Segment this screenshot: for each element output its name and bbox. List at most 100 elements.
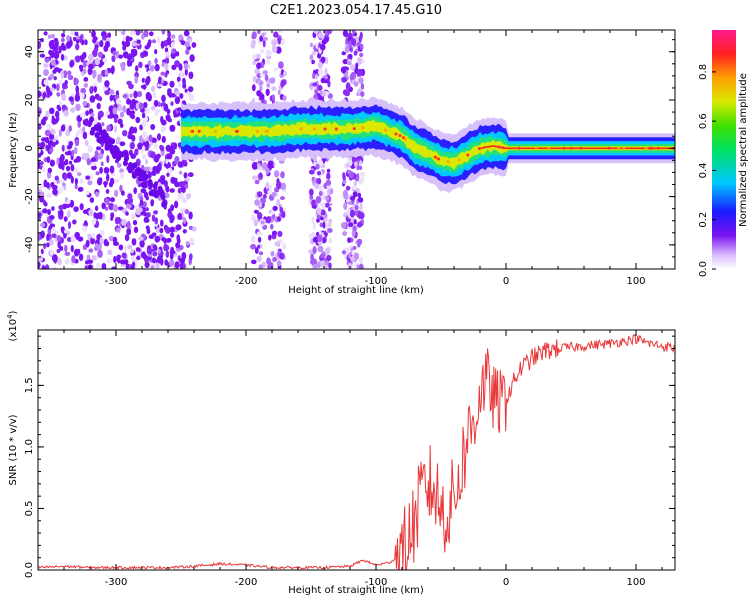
signal-peak: [579, 146, 583, 150]
noise-pixel: [341, 250, 347, 255]
noise-pixel: [341, 51, 347, 56]
noise-pixel: [89, 86, 94, 94]
noise-pixel: [167, 167, 173, 173]
noise-pixel: [167, 118, 172, 123]
noise-pixel: [145, 140, 150, 149]
noise-pixel: [170, 101, 174, 106]
noise-pixel: [317, 262, 321, 269]
snr-xlabel: Height of straight line (km): [288, 585, 424, 596]
noise-pixel: [342, 58, 349, 65]
noise-pixel: [118, 54, 123, 59]
noise-pixel: [174, 91, 181, 96]
noise-pixel: [163, 39, 169, 47]
noise-pixel: [273, 67, 279, 72]
noise-pixel: [119, 184, 123, 193]
noise-pixel: [259, 93, 265, 101]
noise-pixel: [95, 146, 102, 151]
noise-pixel: [83, 83, 89, 88]
noise-pixel: [276, 198, 281, 207]
noise-pixel: [164, 63, 169, 71]
noise-pixel: [251, 54, 257, 60]
colorbar-tick-label: 0.6: [698, 113, 709, 129]
noise-pixel: [49, 239, 54, 246]
noise-pixel: [326, 254, 332, 262]
noise-pixel: [75, 85, 79, 94]
noise-pixel: [183, 30, 190, 37]
noise-pixel: [83, 77, 89, 82]
snr-ticks: -300 -200 -100 0 100 0.0 0.5 1.0 1.5: [24, 330, 675, 588]
noise-pixel: [91, 255, 97, 261]
noise-pixel: [348, 222, 354, 227]
noise-pixel: [119, 259, 126, 265]
noise-pixel: [125, 263, 130, 269]
spectrogram-data: [38, 30, 675, 269]
signal-peak: [437, 157, 441, 161]
noise-pixel: [60, 124, 66, 132]
noise-pixel: [166, 172, 170, 177]
noise-pixel: [312, 72, 316, 80]
noise-pixel: [67, 221, 72, 230]
noise-pixel: [174, 96, 181, 105]
noise-pixel: [282, 95, 287, 101]
noise-pixel: [39, 141, 46, 148]
noise-pixel: [111, 67, 115, 75]
noise-pixel: [74, 139, 80, 147]
noise-pixel: [311, 199, 316, 207]
signal-peak: [214, 129, 218, 133]
noise-pixel: [48, 49, 53, 56]
noise-pixel: [187, 172, 194, 178]
noise-pixel: [161, 119, 167, 126]
noise-pixel: [53, 76, 57, 81]
noise-pixel: [257, 191, 263, 198]
noise-pixel: [73, 147, 78, 155]
noise-pixel: [79, 203, 84, 211]
noise-pixel: [124, 234, 130, 242]
noise-pixel: [104, 80, 110, 88]
spectrogram-frame: [37, 29, 676, 270]
noise-pixel: [316, 218, 320, 223]
noise-pixel: [61, 33, 66, 38]
noise-pixel: [54, 175, 59, 181]
noise-pixel: [110, 197, 115, 203]
x-tick-label: -200: [235, 577, 258, 588]
noise-pixel: [153, 210, 159, 215]
noise-pixel: [176, 234, 180, 242]
noise-pixel: [268, 184, 273, 190]
noise-pixel: [359, 160, 363, 165]
noise-pixel: [276, 260, 282, 267]
noise-pixel: [142, 145, 146, 151]
noise-pixel: [81, 225, 88, 232]
noise-pixel: [182, 79, 186, 86]
noise-pixel: [87, 180, 93, 186]
noise-pixel: [131, 238, 137, 246]
noise-pixel: [342, 231, 348, 237]
noise-pixel: [99, 166, 103, 174]
noise-pixel: [86, 175, 91, 180]
noise-pixel: [94, 57, 101, 66]
noise-pixel: [272, 205, 278, 212]
noise-pixel: [346, 208, 351, 216]
noise-pixel: [44, 264, 50, 269]
noise-pixel: [41, 166, 46, 174]
noise-pixel: [251, 31, 257, 39]
snr-panel: -300 -200 -100 0 100 0.0 0.5 1.0 1.5 Height of s…: [6, 310, 676, 596]
noise-pixel: [344, 91, 351, 97]
noise-pixel: [265, 88, 270, 97]
noise-pixel: [52, 43, 59, 52]
noise-pixel: [83, 220, 88, 226]
noise-pixel: [67, 144, 73, 150]
noise-pixel: [160, 125, 166, 133]
noise-pixel: [270, 250, 275, 257]
noise-pixel: [135, 247, 141, 252]
y-tick-label: 40: [24, 45, 35, 58]
colorbar-label: Normalized spectral amplitude: [738, 73, 749, 227]
noise-pixel: [313, 161, 317, 167]
noise-pixel: [125, 211, 129, 216]
noise-pixel: [340, 66, 347, 74]
noise-pixel: [82, 152, 87, 160]
noise-pixel: [188, 93, 195, 101]
noise-pixel: [315, 163, 320, 170]
noise-pixel: [356, 238, 363, 246]
noise-pixel: [345, 45, 350, 53]
noise-pixel: [184, 41, 190, 48]
